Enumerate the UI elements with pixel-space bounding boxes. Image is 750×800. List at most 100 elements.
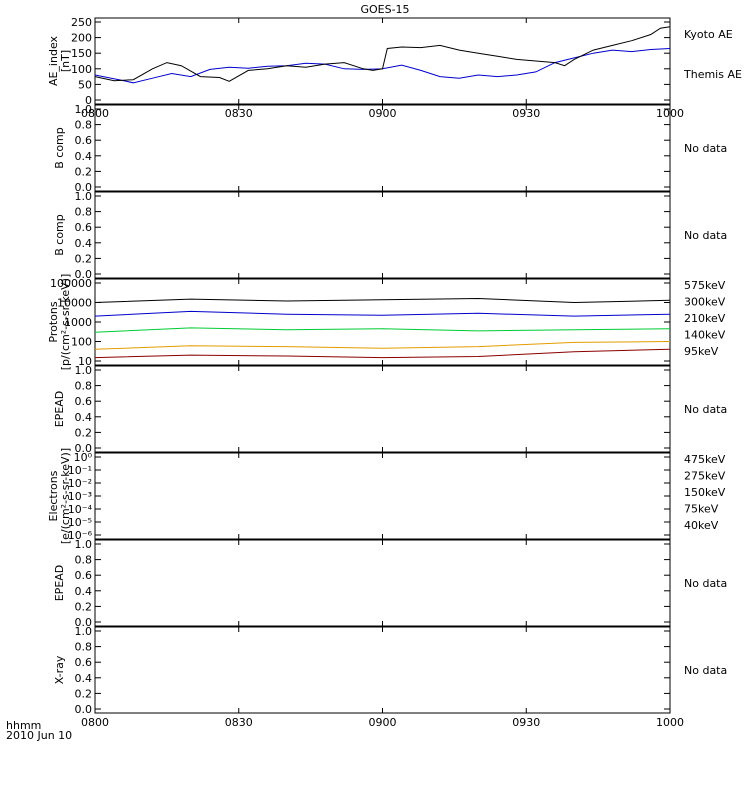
legend-entry: 300keV	[684, 296, 726, 309]
y-tick-label: 100	[71, 336, 92, 349]
legend-entry: 210keV	[684, 312, 726, 325]
legend-entry: 150keV	[684, 486, 726, 499]
legend-entry: 75keV	[684, 503, 719, 516]
y-tick-label: 0.0	[75, 268, 93, 281]
legend-entry: Themis AE	[683, 68, 742, 81]
no-data-note: No data	[684, 403, 727, 416]
y-axis-label: X-ray	[53, 655, 66, 684]
y-axis-label: [e/(cm²-s-sr-keV)]	[59, 448, 72, 544]
no-data-note: No data	[684, 664, 727, 677]
y-tick-label: 1.0	[75, 364, 93, 377]
legend-entry: Kyoto AE	[684, 28, 733, 41]
y-tick-label: 0.8	[75, 380, 93, 393]
no-data-note: No data	[684, 577, 727, 590]
series-line-575kev	[94, 348, 671, 359]
series-line-300kev	[94, 341, 671, 350]
y-tick-label: 50	[78, 78, 92, 91]
y-tick-label: 150	[71, 47, 92, 60]
legend-entry: 275keV	[684, 470, 726, 483]
y-tick-label: 0.0	[75, 703, 93, 716]
panels: 0 50 100 150 200 250 0800 0830 0900 0930 1000 AE_in…	[47, 16, 742, 729]
y-tick-label: 200	[71, 32, 92, 45]
y-axis-label: EPEAD	[53, 565, 66, 602]
y-tick-label: 10⁻⁶	[68, 529, 93, 542]
no-data-note: No data	[684, 142, 727, 155]
y-tick-label: 0.2	[75, 252, 93, 265]
y-tick-label: 1000	[64, 316, 92, 329]
y-tick-label: 10⁻⁵	[68, 516, 92, 529]
y-tick-label: 0.6	[75, 395, 93, 408]
y-tick-label: 1.0	[75, 103, 93, 116]
legend-entry: 475keV	[684, 453, 726, 466]
y-tick-label: 10⁻¹	[68, 464, 92, 477]
y-tick-label: 0.8	[75, 641, 93, 654]
no-data-note: No data	[684, 229, 727, 242]
y-tick-label: 10⁻⁴	[68, 503, 93, 516]
y-axis-label: Protons	[47, 301, 60, 342]
y-tick-label: 10000	[57, 297, 92, 310]
x-tick-label: 0930	[512, 716, 540, 729]
panel-8: 0.0 0.2 0.4 0.6 0.8 1.0 0800 0830 0900 0930 1000 X-…	[53, 625, 727, 729]
y-tick-label: 0.4	[75, 237, 93, 250]
panel-frame	[94, 365, 671, 453]
y-axis-label: B comp	[53, 127, 66, 169]
y-tick-label: 100	[71, 63, 92, 76]
y-tick-label: 0.4	[75, 585, 93, 598]
y-axis-label: [p/(cm²-s-sr-keV)]	[59, 274, 72, 371]
figure-title: GOES-15	[360, 3, 409, 16]
x-tick-label: 0830	[225, 716, 253, 729]
y-axis-label: EPEAD	[53, 391, 66, 428]
x-tick-label: 0900	[369, 107, 397, 120]
x-tick-label: 1000	[656, 716, 684, 729]
series-line-themis-ae	[94, 26, 671, 82]
panel-7: 0.0 0.2 0.4 0.6 0.8 1.0 EPEAD No data	[53, 538, 727, 629]
panel-5: 0.0 0.2 0.4 0.6 0.8 1.0 EPEAD No data	[53, 364, 727, 455]
y-tick-label: 0.6	[75, 656, 93, 669]
date-label: 2010 Jun 10	[6, 729, 73, 742]
panel-3: 0.0 0.2 0.4 0.6 0.8 1.0 B comp No data	[53, 190, 727, 281]
y-tick-label: 0.8	[75, 554, 93, 567]
y-tick-label: 0.0	[75, 442, 93, 455]
legend-entry: 40keV	[684, 519, 719, 532]
y-tick-label: 0.0	[75, 181, 93, 194]
panel-2: 0.0 0.2 0.4 0.6 0.8 1.0 B comp No data	[53, 103, 727, 194]
x-tick-label: 0930	[512, 107, 540, 120]
panel-frame	[94, 626, 671, 714]
y-tick-label: 0.2	[75, 165, 93, 178]
y-tick-label: 0.6	[75, 134, 93, 147]
series-line-140kev	[94, 310, 671, 317]
y-tick-label: 100000	[50, 277, 92, 290]
panel-frame	[94, 278, 671, 366]
y-tick-label: 0.4	[75, 150, 93, 163]
y-axis-label: Electrons	[47, 470, 60, 521]
y-tick-label: 10⁻³	[68, 490, 92, 503]
y-tick-label: 10	[78, 355, 92, 368]
panel-4: 10 100 1000 10000 100000 Protons [p/(cm²-s-sr-…	[47, 274, 726, 371]
y-tick-label: 0.2	[75, 426, 93, 439]
x-tick-label: 0800	[81, 716, 109, 729]
panel-frame	[94, 191, 671, 279]
y-tick-label: 0.6	[75, 569, 93, 582]
x-tick-label: 0830	[225, 107, 253, 120]
x-tick-label: 0900	[369, 716, 397, 729]
y-tick-label: 10⁻²	[68, 477, 92, 490]
y-tick-label: 0.6	[75, 221, 93, 234]
legend-entry: 575keV	[684, 279, 726, 292]
legend-entry: 140keV	[684, 329, 726, 342]
y-tick-label: 0.8	[75, 119, 93, 132]
y-tick-label: 10⁰	[74, 451, 93, 464]
legend-entry: 95keV	[684, 345, 719, 358]
y-tick-label: 0	[85, 94, 92, 107]
y-axis-label: [nT]	[59, 50, 72, 72]
series-line-210kev	[94, 327, 671, 333]
y-tick-label: 250	[71, 16, 92, 29]
panel-frame	[94, 452, 671, 540]
series-line-95kev	[94, 297, 671, 304]
y-tick-label: 0.2	[75, 687, 93, 700]
y-tick-label: 1.0	[75, 625, 93, 638]
y-axis-label: AE_index	[47, 35, 60, 86]
y-tick-label: 0.0	[75, 616, 93, 629]
